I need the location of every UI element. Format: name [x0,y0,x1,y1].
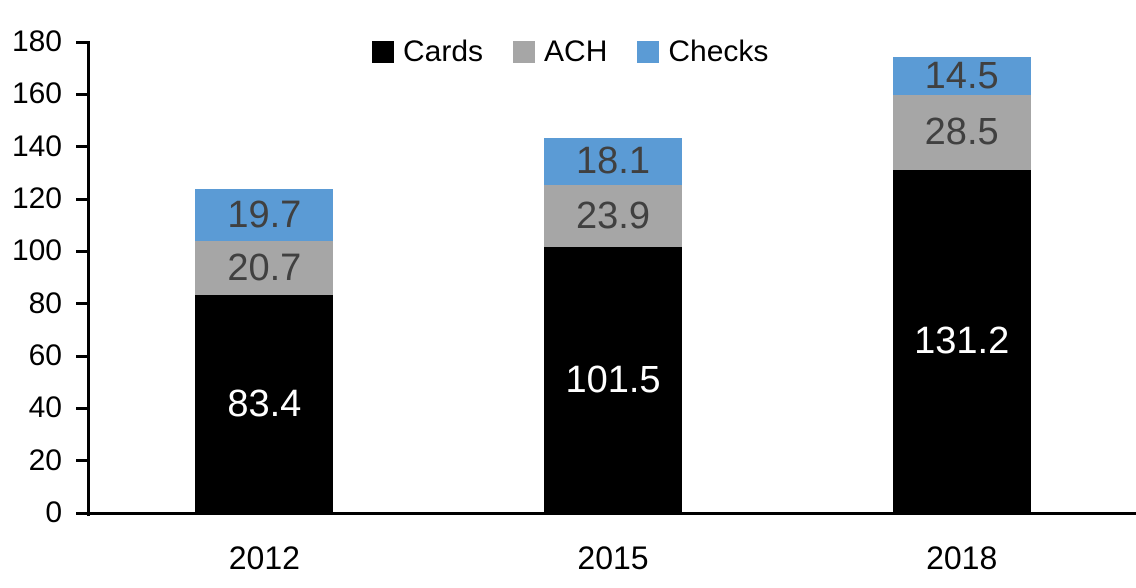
y-axis-tick [76,354,90,358]
y-axis-tick-label: 20 [28,443,62,477]
bar-2018-segment-cards: 131.2 [892,169,1031,513]
y-axis-tick-label: 160 [11,77,62,111]
bar-value-label: 20.7 [227,246,302,289]
bar-value-label: 18.1 [576,140,650,183]
x-axis-label-2015: 2015 [577,540,649,576]
legend-item-ach: ACH [513,37,607,67]
bar-value-label: 23.9 [576,195,650,238]
bar-value-label: 83.4 [227,382,302,425]
x-axis-label-2012: 2012 [228,540,300,576]
y-axis-tick-label: 140 [11,129,62,163]
bar-value-label: 101.5 [565,359,661,402]
bar-2018-segment-ach: 28.5 [892,95,1031,170]
y-axis-tick [76,145,90,149]
y-axis-tick-label: 100 [11,234,62,268]
bar-2015-segment-checks: 18.1 [544,137,682,185]
y-axis-tick [76,40,90,44]
y-axis-tick [76,302,90,306]
y-axis-tick [76,406,90,410]
legend-label: Cards [403,35,484,68]
x-axis-line [76,511,1136,515]
bar-value-label: 19.7 [227,193,302,236]
y-axis-tick [76,249,90,253]
y-axis-tick-label: 120 [11,182,62,215]
y-axis-line [87,42,90,516]
legend-label: ACH [544,35,608,68]
y-axis-tick-label: 40 [28,391,62,425]
chart-legend: Cards ACH Checks [372,37,768,67]
legend-swatch-checks-icon [637,41,660,63]
bar-2012-segment-ach: 20.7 [195,240,334,295]
y-axis-tick [76,197,90,201]
legend-label: Checks [668,35,769,68]
y-axis-tick-label: 60 [28,339,62,372]
y-axis-tick [76,459,90,463]
bar-2018-segment-checks: 14.5 [892,55,1031,98]
y-axis-tick [76,92,90,96]
y-axis-tick-label: 80 [28,286,62,320]
bar-2015-segment-cards: 101.5 [544,247,682,513]
x-axis-label-2018: 2018 [926,540,998,576]
bar-2015-segment-ach: 23.9 [544,184,682,248]
y-axis-tick-label: 180 [11,25,62,58]
bar-2012-segment-cards: 83.4 [195,294,334,513]
y-axis-tick-label: 0 [45,496,62,529]
bar-value-label: 14.5 [924,55,999,98]
bar-2012-segment-checks: 19.7 [195,189,334,241]
legend-item-cards: Cards [372,37,483,67]
bar-value-label: 131.2 [914,320,1010,363]
bar-value-label: 28.5 [924,111,999,154]
legend-swatch-ach-icon [513,41,536,63]
legend-swatch-cards-icon [372,41,394,63]
legend-item-checks: Checks [637,37,768,67]
